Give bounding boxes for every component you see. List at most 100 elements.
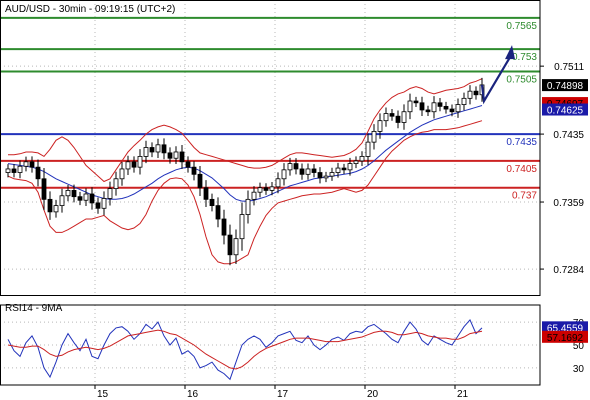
level-label: 0.7435 bbox=[506, 137, 537, 148]
candle-body bbox=[185, 161, 191, 168]
level-label: 0.7505 bbox=[506, 75, 537, 86]
rsi-tick-label: 30 bbox=[573, 364, 585, 375]
price-tick-label: 0.7435 bbox=[553, 130, 584, 141]
rsi-tick-label: 50 bbox=[573, 341, 585, 352]
candle-body bbox=[419, 102, 425, 111]
candle-body bbox=[251, 191, 257, 200]
candle-body bbox=[119, 168, 125, 180]
candle-body bbox=[473, 90, 479, 96]
x-tick-label: 21 bbox=[457, 389, 469, 400]
candle-body bbox=[353, 160, 359, 164]
rsi-lines bbox=[7, 318, 483, 381]
candle-body bbox=[167, 152, 173, 159]
axis-labels: 0.75110.74350.73590.72847050301516172021… bbox=[94, 62, 588, 400]
candle-body bbox=[71, 190, 77, 198]
level-label: 0.7405 bbox=[506, 164, 537, 175]
bollinger_lower-line bbox=[7, 120, 483, 265]
candle-body bbox=[107, 188, 113, 199]
forecast-arrow bbox=[480, 45, 515, 105]
candle-body bbox=[269, 186, 275, 191]
candle-body bbox=[431, 102, 437, 113]
candle-body bbox=[449, 108, 455, 113]
candle-body bbox=[5, 168, 11, 173]
candle-body bbox=[293, 163, 299, 170]
candle-body bbox=[95, 202, 101, 209]
candle-body bbox=[233, 238, 239, 256]
candle-body bbox=[221, 218, 227, 236]
candle-body bbox=[311, 168, 317, 173]
candle-body bbox=[47, 198, 53, 213]
candle-body bbox=[173, 151, 179, 159]
candle-body bbox=[413, 100, 419, 104]
candle-body bbox=[29, 161, 35, 168]
candle-body bbox=[455, 104, 461, 113]
price-tick-label: 0.7284 bbox=[553, 265, 584, 276]
candle-body bbox=[131, 161, 137, 168]
price-tick-label: 0.7359 bbox=[553, 198, 584, 209]
price-badge-text: 0.74898 bbox=[547, 81, 584, 92]
forecast-arrow-head bbox=[505, 45, 515, 60]
level-label: 0.753 bbox=[512, 52, 537, 63]
level-label: 0.7565 bbox=[506, 21, 537, 32]
candle-body bbox=[143, 147, 149, 157]
candle-body bbox=[359, 156, 365, 162]
price-badge-text: 0.74625 bbox=[547, 106, 584, 117]
x-tick-label: 17 bbox=[277, 389, 289, 400]
candle-body bbox=[275, 178, 281, 188]
rsi-badge-text: 65.4559 bbox=[547, 323, 584, 334]
candle-body bbox=[371, 131, 377, 143]
x-tick-label: 15 bbox=[97, 389, 109, 400]
candle-body bbox=[443, 105, 449, 110]
candle-body bbox=[101, 198, 107, 209]
forecast-arrow-line bbox=[480, 56, 511, 105]
candle-body bbox=[389, 113, 395, 117]
rsi-chart-title: RSI14 - 9MA bbox=[5, 303, 63, 314]
bollinger_upper-line bbox=[8, 78, 483, 183]
price-indicators bbox=[7, 78, 483, 265]
candle-body bbox=[149, 147, 155, 153]
candle-body bbox=[65, 190, 71, 197]
candle-body bbox=[305, 168, 311, 175]
candle-body bbox=[395, 115, 401, 123]
candle-body bbox=[35, 166, 41, 180]
candle-body bbox=[179, 151, 185, 163]
candle-body bbox=[257, 187, 263, 193]
rsi-line bbox=[7, 318, 483, 381]
candle-body bbox=[11, 168, 17, 173]
price-panel-frame bbox=[0, 0, 541, 296]
candle-body bbox=[59, 195, 65, 207]
candle-body bbox=[461, 97, 467, 105]
candle-body bbox=[377, 120, 383, 132]
candle-body bbox=[383, 113, 389, 122]
candle-body bbox=[227, 234, 233, 256]
x-tick-label: 20 bbox=[367, 389, 379, 400]
candle-body bbox=[113, 178, 119, 190]
candle-body bbox=[437, 102, 443, 107]
rsi-badge-bg bbox=[542, 321, 588, 334]
sma-line bbox=[7, 105, 483, 202]
price-badge-bg bbox=[542, 79, 588, 92]
candle-body bbox=[425, 109, 431, 113]
candle-body bbox=[347, 163, 353, 171]
candle-body bbox=[137, 156, 143, 168]
candle-body bbox=[245, 198, 251, 215]
axis-frame bbox=[0, 0, 541, 386]
candle-body bbox=[203, 187, 209, 200]
candle-body bbox=[365, 141, 371, 157]
candle-body bbox=[83, 193, 89, 201]
rsi-badge-text: 57.1692 bbox=[547, 333, 584, 344]
price-badge-bg bbox=[542, 103, 588, 116]
price-chart-title: AUD/USD - 30min - 09:19:15 (UTC+2) bbox=[5, 4, 175, 15]
candle-body bbox=[263, 187, 269, 191]
candle-body bbox=[125, 161, 131, 170]
candle-body bbox=[317, 172, 323, 179]
candle-body bbox=[197, 173, 203, 189]
rsi_ma-line bbox=[7, 329, 483, 370]
candle-body bbox=[41, 178, 47, 200]
candle-body bbox=[191, 166, 197, 175]
x-tick-label: 16 bbox=[187, 389, 199, 400]
candle-body bbox=[209, 198, 215, 207]
candle-body bbox=[323, 175, 329, 179]
